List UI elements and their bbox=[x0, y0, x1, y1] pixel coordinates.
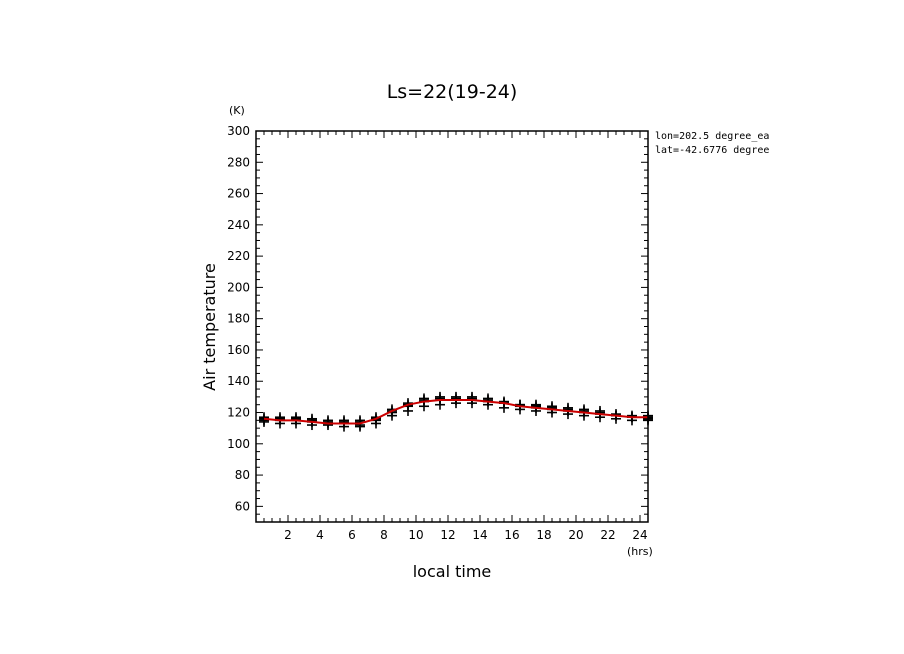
data-point-marker bbox=[499, 402, 509, 413]
x-tick-label: 16 bbox=[504, 528, 519, 542]
y-tick-label: 200 bbox=[227, 280, 250, 294]
y-tick-label: 160 bbox=[227, 343, 250, 357]
y-axis-label: Air temperature bbox=[200, 263, 219, 391]
y-tick-label: 260 bbox=[227, 187, 250, 201]
data-point-marker bbox=[387, 410, 397, 421]
y-axis-unit: (K) bbox=[229, 104, 245, 117]
data-point-marker bbox=[323, 420, 333, 431]
y-tick-label: 80 bbox=[235, 468, 250, 482]
x-tick-label: 24 bbox=[632, 528, 647, 542]
y-tick-label: 60 bbox=[235, 499, 250, 513]
y-tick-label: 100 bbox=[227, 437, 250, 451]
annotation-lat: lat=-42.6776 degree bbox=[655, 145, 769, 156]
y-tick-label: 220 bbox=[227, 249, 250, 263]
x-tick-label: 2 bbox=[284, 528, 292, 542]
plot-marks bbox=[259, 391, 653, 432]
x-tick-label: 6 bbox=[348, 528, 356, 542]
y-tick-label: 140 bbox=[227, 374, 250, 388]
data-point-marker bbox=[259, 416, 269, 427]
x-tick-label: 18 bbox=[536, 528, 551, 542]
chart-title: Ls=22(19-24) bbox=[387, 81, 518, 103]
y-tick-label: 300 bbox=[227, 124, 250, 138]
data-point-marker bbox=[435, 399, 445, 410]
x-tick-label: 4 bbox=[316, 528, 324, 542]
x-axis-unit: (hrs) bbox=[627, 545, 653, 558]
x-axis-label: local time bbox=[413, 562, 492, 581]
data-point-marker bbox=[419, 401, 429, 412]
y-tick-label: 240 bbox=[227, 218, 250, 232]
y-tick-label: 280 bbox=[227, 155, 250, 169]
x-tick-label: 20 bbox=[568, 528, 583, 542]
data-point-marker bbox=[403, 405, 413, 416]
data-point-marker bbox=[371, 418, 381, 429]
y-tick-label: 180 bbox=[227, 312, 250, 326]
x-tick-label: 10 bbox=[408, 528, 423, 542]
x-tick-label: 12 bbox=[440, 528, 455, 542]
series-line bbox=[263, 399, 648, 425]
x-tick-label: 22 bbox=[600, 528, 615, 542]
y-tick-label: 120 bbox=[227, 406, 250, 420]
plot-frame bbox=[255, 130, 649, 523]
x-tick-label: 14 bbox=[472, 528, 487, 542]
annotation-lon: lon=202.5 degree_ea bbox=[655, 131, 769, 142]
x-tick-label: 8 bbox=[380, 528, 388, 542]
